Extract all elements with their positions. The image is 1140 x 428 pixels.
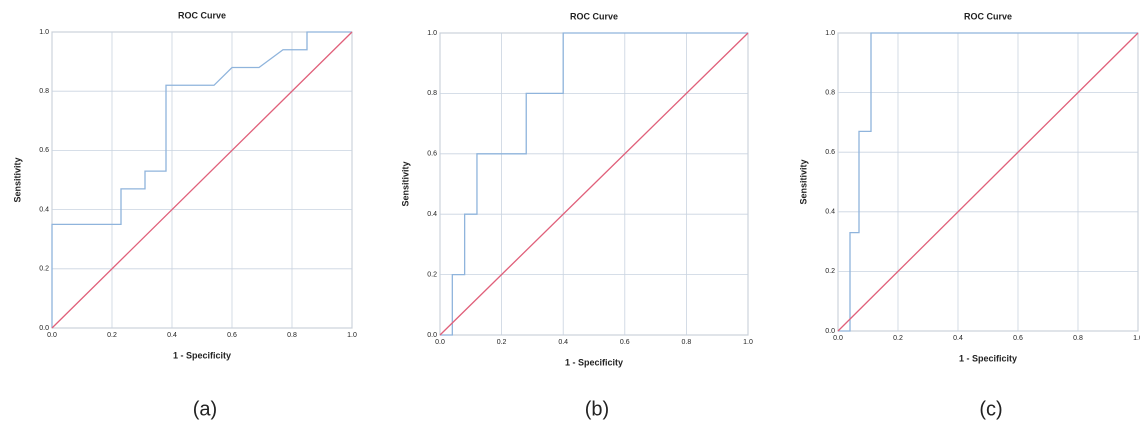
chart-title: ROC Curve xyxy=(570,11,618,21)
y-tick-label: 0.8 xyxy=(825,89,835,96)
y-tick-label: 0.4 xyxy=(825,209,835,216)
x-tick-label: 0.4 xyxy=(558,339,568,346)
y-tick-label: 0.2 xyxy=(39,266,49,273)
x-axis-label: 1 - Specificity xyxy=(173,350,231,360)
y-tick-label: 1.0 xyxy=(825,30,835,37)
x-tick-label: 0.2 xyxy=(893,335,903,342)
y-axis-label: Sensitivity xyxy=(400,161,410,206)
chart-title: ROC Curve xyxy=(178,10,226,20)
x-tick-label: 0.8 xyxy=(1073,335,1083,342)
x-tick-label: 0.0 xyxy=(435,339,445,346)
chart-title: ROC Curve xyxy=(964,11,1012,21)
y-tick-label: 1.0 xyxy=(39,29,49,36)
caption: (b) xyxy=(585,398,609,420)
y-tick-label: 0.6 xyxy=(39,147,49,154)
roc-line xyxy=(838,32,1138,332)
roc-line xyxy=(837,32,1139,332)
x-tick-label: 1.0 xyxy=(743,339,753,346)
y-tick-label: 0.8 xyxy=(39,88,49,95)
x-tick-label: 0.8 xyxy=(682,339,692,346)
y-axis-label: Sensitivity xyxy=(798,159,808,204)
x-tick-label: 0.8 xyxy=(287,332,297,339)
x-axis-label: 1 - Specificity xyxy=(959,353,1017,363)
y-tick-label: 0.4 xyxy=(39,206,49,213)
roc-line xyxy=(439,32,749,336)
y-tick-label: 0.6 xyxy=(825,149,835,156)
x-tick-label: 0.2 xyxy=(107,332,117,339)
caption: (a) xyxy=(193,398,217,420)
x-tick-label: 0.2 xyxy=(497,339,507,346)
y-tick-label: 0.0 xyxy=(825,328,835,335)
roc-line xyxy=(51,31,353,329)
y-tick-label: 0.8 xyxy=(427,90,437,97)
y-tick-label: 0.2 xyxy=(825,268,835,275)
x-tick-label: 0.0 xyxy=(47,332,57,339)
caption: (c) xyxy=(979,398,1002,420)
x-tick-label: 0.6 xyxy=(620,339,630,346)
x-tick-label: 0.4 xyxy=(167,332,177,339)
x-tick-label: 0.4 xyxy=(953,335,963,342)
roc-line xyxy=(51,31,352,328)
y-axis-label: Sensitivity xyxy=(12,157,22,202)
roc-line xyxy=(440,32,748,336)
x-tick-label: 0.0 xyxy=(833,335,843,342)
y-tick-label: 0.0 xyxy=(39,325,49,332)
y-tick-label: 1.0 xyxy=(427,30,437,37)
x-axis-label: 1 - Specificity xyxy=(565,357,623,367)
x-tick-label: 0.6 xyxy=(227,332,237,339)
x-tick-label: 1.0 xyxy=(347,332,357,339)
y-tick-label: 0.0 xyxy=(427,332,437,339)
y-tick-label: 0.4 xyxy=(427,211,437,218)
y-tick-label: 0.6 xyxy=(427,151,437,158)
x-tick-label: 0.6 xyxy=(1013,335,1023,342)
x-tick-label: 1.0 xyxy=(1133,335,1140,342)
y-tick-label: 0.2 xyxy=(427,271,437,278)
